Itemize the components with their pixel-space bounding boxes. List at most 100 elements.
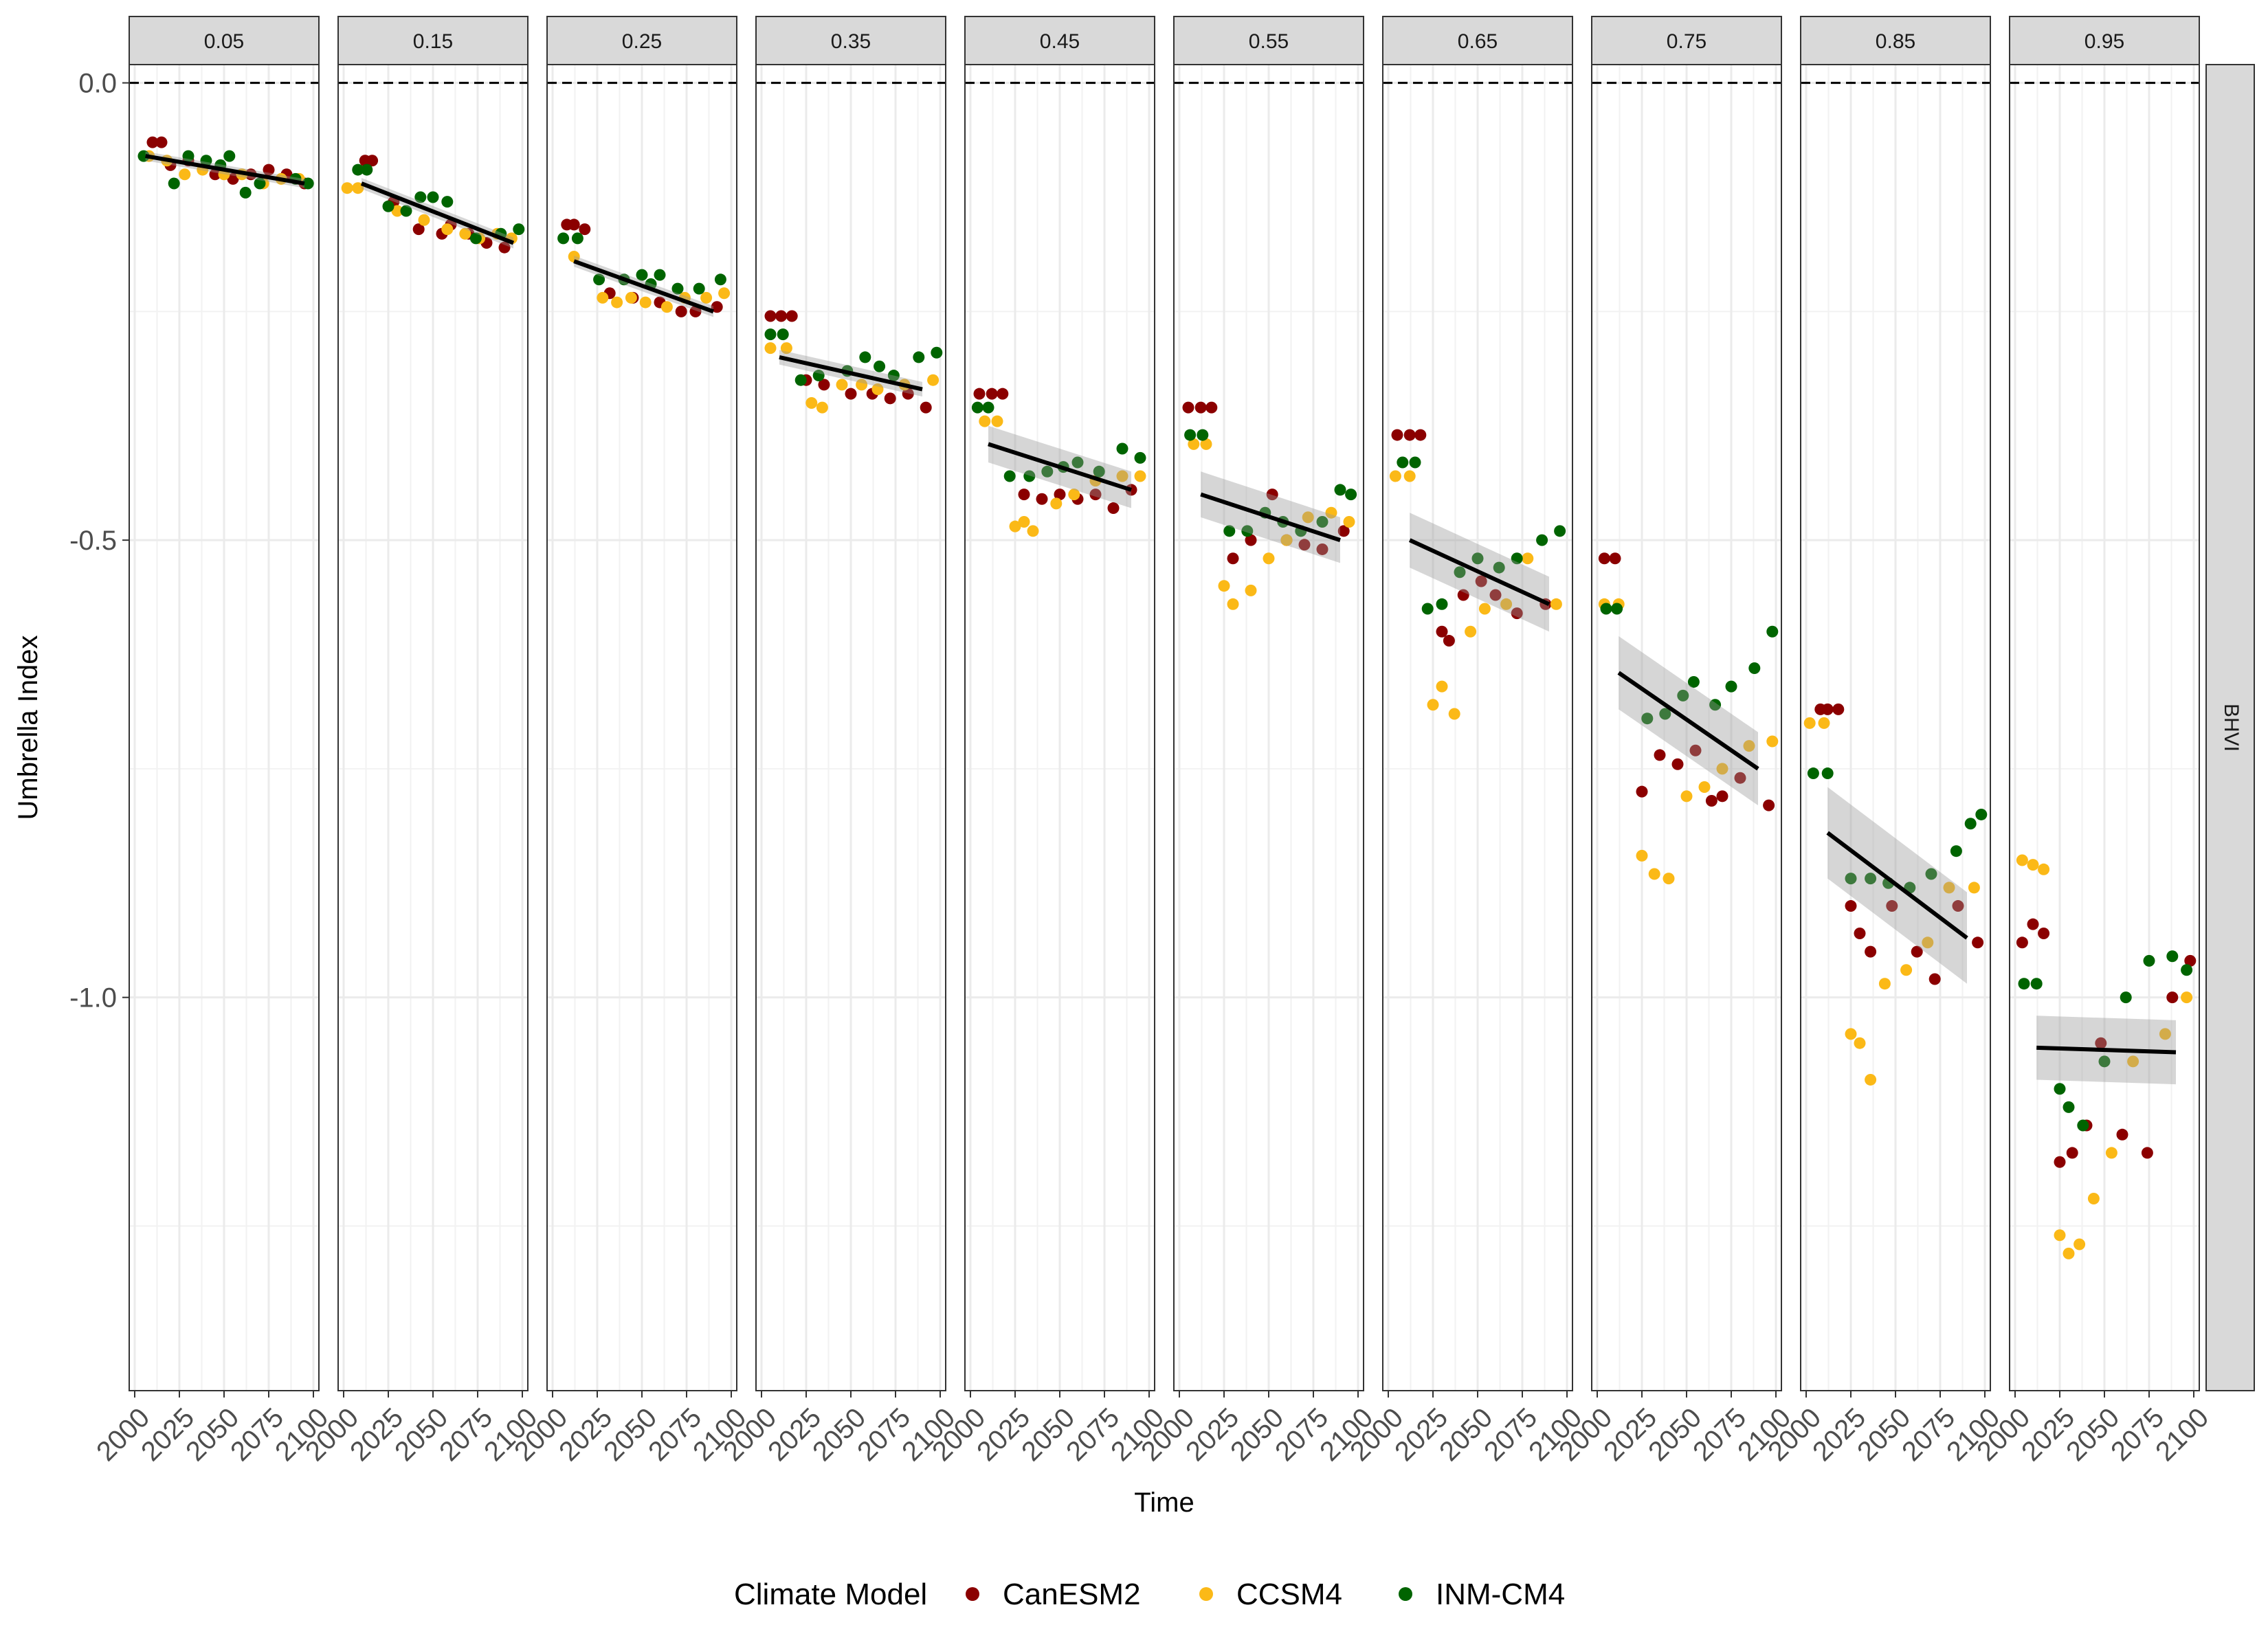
data-point-canesm2 xyxy=(2016,936,2028,949)
data-point-inm-cm4 xyxy=(1536,534,1548,546)
trend-line xyxy=(573,259,715,314)
data-point-ccsm4 xyxy=(1116,470,1129,482)
data-point-inm-cm4 xyxy=(1511,552,1523,565)
row-strip: BHVI xyxy=(2205,64,2255,1391)
data-point-canesm2 xyxy=(568,218,580,231)
data-point-inm-cm4 xyxy=(1316,516,1328,528)
data-point-ccsm4 xyxy=(1663,873,1675,885)
data-point-inm-cm4 xyxy=(2120,991,2132,1004)
data-point-canesm2 xyxy=(1598,552,1610,565)
data-point-canesm2 xyxy=(155,136,168,148)
data-point-ccsm4 xyxy=(2087,1192,2100,1204)
data-point-inm-cm4 xyxy=(931,346,943,359)
data-point-ccsm4 xyxy=(991,415,1003,427)
data-point-inm-cm4 xyxy=(1093,465,1105,478)
data-point-canesm2 xyxy=(1018,489,1030,501)
trend-line xyxy=(1408,538,1550,607)
data-point-canesm2 xyxy=(263,164,275,176)
data-point-ccsm4 xyxy=(1854,1037,1866,1049)
data-point-canesm2 xyxy=(209,168,221,181)
data-point-canesm2 xyxy=(2054,1156,2066,1168)
data-point-canesm2 xyxy=(1089,489,1102,501)
data-point-inm-cm4 xyxy=(714,273,726,286)
data-point-canesm2 xyxy=(227,172,239,185)
data-point-ccsm4 xyxy=(1818,717,1830,729)
data-point-ccsm4 xyxy=(352,182,364,194)
data-point-inm-cm4 xyxy=(1454,566,1466,579)
data-point-ccsm4 xyxy=(805,396,818,409)
data-point-inm-cm4 xyxy=(1659,708,1671,720)
data-point-canesm2 xyxy=(775,310,788,322)
data-point-inm-cm4 xyxy=(302,177,314,190)
data-point-inm-cm4 xyxy=(513,223,525,236)
data-point-ccsm4 xyxy=(1050,497,1063,510)
legend-key-inm-cm4 xyxy=(1399,1587,1412,1601)
data-point-inm-cm4 xyxy=(1023,470,1036,482)
data-point-inm-cm4 xyxy=(874,360,886,372)
row-strip-label: BHVI xyxy=(2220,704,2243,752)
data-point-inm-cm4 xyxy=(654,269,666,281)
data-point-inm-cm4 xyxy=(1807,767,1819,780)
data-point-ccsm4 xyxy=(871,383,884,396)
data-point-ccsm4 xyxy=(1900,964,1913,976)
data-point-ccsm4 xyxy=(2038,863,2050,875)
data-point-ccsm4 xyxy=(2063,1247,2075,1259)
legend-label-ccsm4: CCSM4 xyxy=(1236,1578,1342,1611)
data-point-ccsm4 xyxy=(1465,625,1477,638)
data-point-inm-cm4 xyxy=(382,200,394,212)
data-point-inm-cm4 xyxy=(1611,603,1623,615)
data-point-canesm2 xyxy=(986,388,998,400)
data-point-canesm2 xyxy=(1928,973,1941,985)
data-point-inm-cm4 xyxy=(200,155,212,167)
data-point-inm-cm4 xyxy=(764,328,777,341)
data-point-inm-cm4 xyxy=(1409,456,1421,469)
data-point-inm-cm4 xyxy=(777,328,789,341)
data-point-ccsm4 xyxy=(1845,1028,1857,1040)
data-point-canesm2 xyxy=(997,388,1009,400)
data-point-ccsm4 xyxy=(1550,598,1562,610)
data-point-inm-cm4 xyxy=(636,269,648,281)
data-point-inm-cm4 xyxy=(1334,484,1346,496)
data-point-canesm2 xyxy=(1654,749,1666,761)
data-point-ccsm4 xyxy=(2159,1028,2171,1040)
data-point-inm-cm4 xyxy=(1865,873,1877,885)
data-point-canesm2 xyxy=(1763,799,1775,811)
data-point-ccsm4 xyxy=(816,401,828,414)
data-point-canesm2 xyxy=(1911,945,1923,958)
data-point-canesm2 xyxy=(973,388,986,400)
data-point-inm-cm4 xyxy=(982,401,994,414)
data-point-inm-cm4 xyxy=(1975,808,1988,820)
data-point-ccsm4 xyxy=(1698,781,1711,794)
data-point-canesm2 xyxy=(689,305,702,317)
data-point-ccsm4 xyxy=(764,342,777,355)
data-point-inm-cm4 xyxy=(1677,689,1689,702)
data-point-inm-cm4 xyxy=(1748,662,1761,674)
data-point-ccsm4 xyxy=(2016,854,2028,866)
data-point-canesm2 xyxy=(1886,900,1898,912)
data-point-canesm2 xyxy=(1443,635,1455,647)
data-point-ccsm4 xyxy=(418,214,430,226)
data-point-ccsm4 xyxy=(1188,438,1200,450)
data-point-ccsm4 xyxy=(1922,936,1934,949)
data-point-inm-cm4 xyxy=(361,164,373,176)
data-point-inm-cm4 xyxy=(1709,699,1722,711)
legend-label-canesm2: CanESM2 xyxy=(1003,1578,1141,1611)
data-point-ccsm4 xyxy=(1478,603,1491,615)
data-point-inm-cm4 xyxy=(441,196,454,208)
y-tick-label: -1.0 xyxy=(69,983,117,1013)
data-point-inm-cm4 xyxy=(1197,429,1209,441)
data-point-ccsm4 xyxy=(611,296,623,309)
data-point-ccsm4 xyxy=(1302,511,1314,524)
panels-layer: 0.05200020252050207521000.15200020252050… xyxy=(91,16,2214,1467)
data-point-ccsm4 xyxy=(1227,598,1239,610)
data-point-inm-cm4 xyxy=(1134,451,1146,464)
data-point-inm-cm4 xyxy=(223,150,236,162)
data-point-ccsm4 xyxy=(1680,790,1693,803)
data-point-ccsm4 xyxy=(1522,552,1534,565)
data-point-inm-cm4 xyxy=(427,191,439,203)
data-point-canesm2 xyxy=(1734,772,1746,784)
